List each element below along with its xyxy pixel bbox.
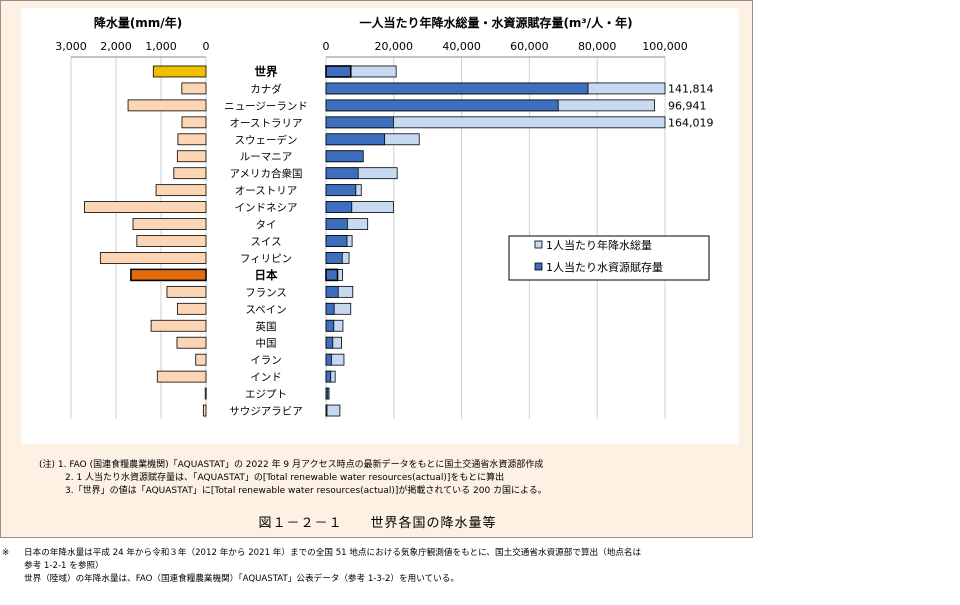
note-2: 2. 1 人当たり水資源賦存量は、「AQUASTAT」の[Total renew… [65,473,505,483]
category-label: 中国 [256,337,277,350]
left-tick-label: 2,000 [100,40,132,53]
category-label: オーストラリア [230,117,303,129]
resources-per-capita-bar [325,150,364,163]
category-label: 世界 [255,64,278,78]
legend-swatch-total [534,240,543,249]
precipitation-bar [136,235,207,247]
resources-per-capita-bar [325,184,357,197]
precipitation-bar [181,116,207,129]
legend-swatch-resources [534,262,543,271]
category-label: カナダ [250,82,282,95]
note-3: 3.「世界」の値は「AQUASTAT」に[Total renewable wat… [65,486,547,496]
precipitation-chart: 降水量(mm/年) 一人当たり年降水総量・水資源賦存量(m³/人・年) 3,000 2… [55,15,714,419]
precipitation-bar [173,167,207,180]
chart-notes: (注) 1. FAO (国連食糧農業機関)「AQUASTAT」の 2022 年 … [39,459,547,498]
right-tick-label: 100,000 [642,40,688,53]
precipitation-bar [166,285,207,298]
resources-per-capita-bar [325,218,348,230]
precipitation-bar [127,99,207,112]
precipitation-bar [176,302,207,315]
precipitation-bar [99,252,207,264]
category-label: 英国 [256,320,277,333]
right-tick-label: 80,000 [578,40,617,53]
resources-per-capita-bar [325,302,335,315]
left-tick-label: 0 [203,40,210,53]
category-label: エジプト [245,389,287,401]
left-tick-label: 3,000 [55,40,87,53]
precipitation-bar [155,184,207,197]
data-label: 164,019 [668,116,714,129]
footnote: ※ 日本の年降水量は平成 24 年から令和３年（2012 年から 2021 年）… [0,547,955,586]
precipitation-bar [152,65,207,78]
precipitation-bar [156,370,207,383]
category-label: インド [250,372,282,384]
footnote-mark: ※ [2,548,10,558]
resources-per-capita-bar [325,268,339,282]
resources-per-capita-bar [325,167,359,180]
footnote-line: 世界（陸域）の年降水量は、FAO（国連食糧農業機関）「AQUASTAT」公表デー… [24,574,459,584]
precipitation-bar [202,404,207,417]
left-axis-title: 降水量(mm/年) [94,15,182,30]
precipitation-bar [195,353,207,366]
right-tick-label: 20,000 [375,40,414,53]
precipitation-bar [132,218,207,230]
resources-per-capita-bar [325,201,353,213]
precipitation-bar [176,336,207,349]
right-tick-label: 40,000 [442,40,481,53]
category-label: ニュージーランド [224,100,308,112]
precipitation-bar [177,133,207,146]
total-per-capita-bar [325,404,341,417]
resources-per-capita-bar [325,404,328,417]
resources-per-capita-bar [325,252,343,264]
right-tick-label: 60,000 [510,40,549,53]
figure-panel: 降水量(mm/年) 一人当たり年降水総量・水資源賦存量(m³/人・年) 3,000 2… [0,0,753,538]
category-label: スイス [250,236,281,248]
category-label: インドネシア [235,202,298,214]
resources-per-capita-bar [325,116,394,129]
precipitation-bar [130,268,207,282]
category-label: タイ [256,219,277,231]
category-label: 日本 [255,268,278,282]
resources-per-capita-bar [325,319,335,332]
resources-per-capita-bar [325,370,332,383]
left-tick-label: 1,000 [145,40,177,53]
right-axis-title: 一人当たり年降水総量・水資源賦存量(m³/人・年) [359,15,632,30]
right-tick-label: 0 [323,40,330,53]
resources-per-capita-bar [325,133,386,146]
data-label: 96,941 [668,99,707,112]
legend-label-resources: 1人当たり水資源賦存量 [546,260,663,274]
category-label: フランス [245,287,287,299]
note-1: (注) 1. FAO (国連食糧農業機関)「AQUASTAT」の 2022 年 … [39,460,544,470]
resources-per-capita-bar [325,99,559,112]
category-label: サウジアラビア [229,406,303,418]
precipitation-bar [181,82,207,95]
category-label: フィリピン [240,253,292,265]
precipitation-bar [176,150,207,163]
footnote-line: 参考 1-2-1 を参照） [24,561,104,571]
resources-per-capita-bar [325,336,334,349]
figure-caption: 図１－２－１ 世界各国の降水量等 [258,516,497,531]
category-label: スペイン [245,304,286,316]
resources-per-capita-bar [325,353,332,366]
data-label: 141,814 [668,82,714,95]
footnote-line: 日本の年降水量は平成 24 年から令和３年（2012 年から 2021 年）まで… [24,548,642,558]
precipitation-bar [150,319,207,332]
resources-per-capita-bar [325,285,339,298]
resources-per-capita-bar [325,82,589,95]
category-label: アメリカ合衆国 [230,167,303,180]
category-label: ルーマニア [240,151,293,163]
category-label: スウェーデン [235,133,298,146]
precipitation-bar [84,201,207,213]
resources-per-capita-bar [325,65,352,78]
resources-per-capita-bar [325,235,348,247]
legend-label-total: 1人当たり年降水総量 [546,238,652,252]
resources-per-capita-bar [325,387,329,400]
category-label: イラン [250,355,282,367]
category-label: オーストリア [235,185,297,197]
precipitation-bar [204,387,207,400]
